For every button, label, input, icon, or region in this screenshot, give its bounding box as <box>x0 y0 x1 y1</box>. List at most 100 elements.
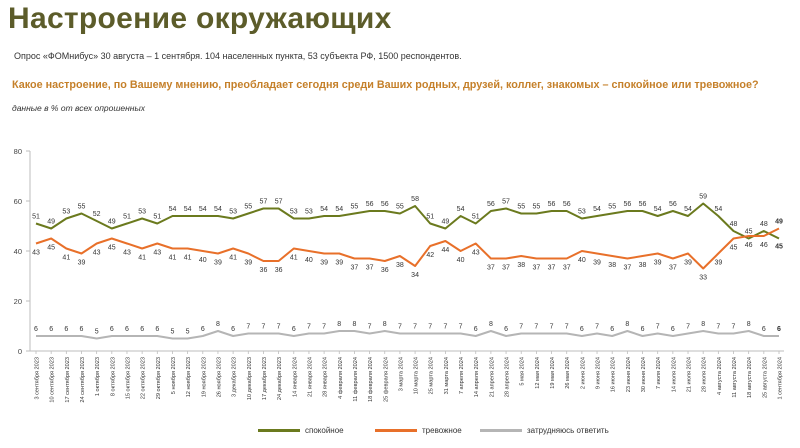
data-label-2: 8 <box>216 321 220 328</box>
legend-swatch-anxious <box>375 429 417 433</box>
x-tick-label: 11 февраля 2024 <box>353 357 359 402</box>
data-label-0: 54 <box>335 206 343 213</box>
data-label-2: 8 <box>337 321 341 328</box>
data-label-2: 8 <box>352 321 356 328</box>
data-label-0: 56 <box>669 201 677 208</box>
data-label-2: 6 <box>474 326 478 333</box>
x-tick-label: 1 сентября 2024 <box>778 357 784 400</box>
data-label-1: 39 <box>593 260 601 267</box>
data-label-1: 37 <box>366 265 374 272</box>
data-label-2: 7 <box>277 324 281 331</box>
data-label-0: 55 <box>517 204 525 211</box>
data-label-2: 7 <box>413 324 417 331</box>
data-label-0: 49 <box>108 219 116 226</box>
data-label-0: 51 <box>123 214 131 221</box>
data-label-1: 43 <box>472 250 480 257</box>
data-label-0: 49 <box>47 219 55 226</box>
x-tick-label: 22 октября 2023 <box>141 357 147 399</box>
data-label-0: 45 <box>775 244 783 251</box>
x-tick-label: 8 октября 2023 <box>110 357 116 396</box>
data-label-2: 6 <box>80 326 84 333</box>
data-label-1: 36 <box>381 267 389 274</box>
data-label-0: 55 <box>608 204 616 211</box>
data-label-1: 41 <box>184 255 192 262</box>
data-label-2: 7 <box>322 324 326 331</box>
x-tick-label: 9 июня 2024 <box>596 357 602 389</box>
data-label-1: 41 <box>229 255 237 262</box>
data-label-1: 41 <box>138 255 146 262</box>
data-label-1: 42 <box>426 252 434 259</box>
data-label-0: 55 <box>351 204 359 211</box>
data-label-1: 39 <box>214 260 222 267</box>
data-label-0: 54 <box>199 206 207 213</box>
data-label-0: 55 <box>78 204 86 211</box>
data-label-2: 6 <box>125 326 129 333</box>
x-tick-label: 31 марта 2024 <box>444 357 450 394</box>
y-tick-label: 40 <box>14 247 22 256</box>
legend-label-anxious: тревожное <box>422 426 462 435</box>
data-label-2: 8 <box>701 321 705 328</box>
data-label-1: 39 <box>714 260 722 267</box>
data-label-1: 43 <box>93 250 101 257</box>
data-label-2: 7 <box>595 324 599 331</box>
x-tick-label: 3 марта 2024 <box>398 357 404 391</box>
x-tick-label: 4 августа 2024 <box>717 357 723 395</box>
data-label-0: 51 <box>153 214 161 221</box>
data-label-2: 5 <box>95 329 99 336</box>
data-label-2: 5 <box>186 329 190 336</box>
y-tick-label: 60 <box>14 197 22 206</box>
data-label-0: 53 <box>290 209 298 216</box>
y-tick-label: 80 <box>14 147 22 156</box>
data-label-2: 6 <box>64 326 68 333</box>
data-label-2: 7 <box>550 324 554 331</box>
x-tick-label: 4 февраля 2024 <box>338 357 344 399</box>
data-label-2: 5 <box>171 329 175 336</box>
series-line-2 <box>36 330 779 340</box>
data-label-1: 37 <box>623 265 631 272</box>
data-label-0: 59 <box>699 194 707 201</box>
x-tick-label: 19 мая 2024 <box>550 357 556 389</box>
data-label-1: 40 <box>578 257 586 264</box>
data-label-0: 56 <box>639 201 647 208</box>
data-label-1: 38 <box>517 262 525 269</box>
data-label-0: 45 <box>745 229 753 236</box>
data-label-1: 38 <box>639 262 647 269</box>
series-line-1 <box>35 227 780 270</box>
data-label-2: 6 <box>140 326 144 333</box>
data-label-0: 56 <box>366 201 374 208</box>
x-tick-label: 14 января 2024 <box>292 357 298 397</box>
data-label-2: 7 <box>565 324 569 331</box>
legend-label-calm: спокойное <box>305 426 344 435</box>
data-label-1: 44 <box>442 247 450 254</box>
x-tick-label: 24 сентября 2023 <box>80 357 86 403</box>
x-tick-label: 21 июля 2024 <box>687 357 693 392</box>
data-label-0: 51 <box>32 214 40 221</box>
data-label-1: 39 <box>335 260 343 267</box>
data-label-1: 34 <box>411 272 419 279</box>
data-label-2: 7 <box>459 324 463 331</box>
data-label-0: 54 <box>457 206 465 213</box>
x-tick-label: 10 декабря 2023 <box>247 357 253 400</box>
x-tick-label: 12 ноября 2023 <box>186 357 192 397</box>
data-label-1: 43 <box>123 250 131 257</box>
data-label-1: 40 <box>457 257 465 264</box>
data-label-0: 57 <box>275 199 283 206</box>
data-label-0: 53 <box>62 209 70 216</box>
data-label-2: 6 <box>34 326 38 333</box>
data-label-2: 7 <box>732 324 736 331</box>
data-label-0: 54 <box>169 206 177 213</box>
data-label-0: 48 <box>760 221 768 228</box>
x-tick-label: 12 мая 2024 <box>535 357 541 389</box>
data-label-1: 37 <box>502 265 510 272</box>
legend-swatch-calm <box>258 429 300 433</box>
legend-label-undecided: затрудняюсь ответить <box>527 426 609 435</box>
x-tick-label: 28 апреля 2024 <box>505 357 511 397</box>
data-label-1: 41 <box>290 255 298 262</box>
data-label-1: 41 <box>62 255 70 262</box>
data-label-1: 41 <box>169 255 177 262</box>
data-label-1: 37 <box>487 265 495 272</box>
x-tick-label: 25 марта 2024 <box>429 357 435 394</box>
data-label-1: 46 <box>745 242 753 249</box>
data-label-0: 58 <box>411 196 419 203</box>
